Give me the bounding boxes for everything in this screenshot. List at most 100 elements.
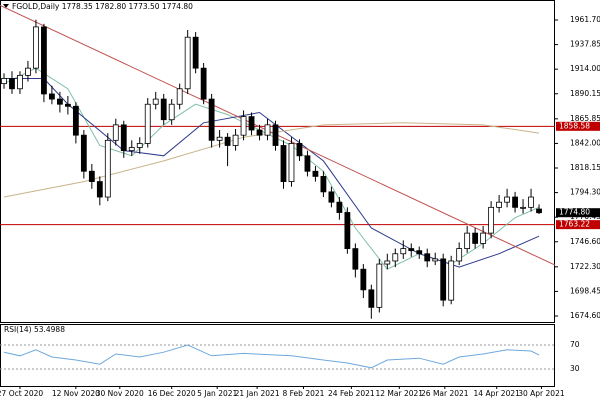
level-tag (556, 220, 600, 230)
candle-body (104, 139, 111, 198)
candle-body (56, 98, 63, 105)
candle-body (160, 98, 167, 121)
candle-body (1, 78, 7, 85)
x-tick-label: 12 Mar 2021 (375, 389, 423, 398)
level-label: 1858.58 (559, 121, 590, 130)
rsi-label: RSI(14) 53.4988 (4, 325, 65, 334)
candle-body (456, 248, 463, 262)
x-tick-label: 21 Jan 2021 (235, 389, 280, 398)
candle-body (376, 263, 383, 308)
candle-body (280, 145, 287, 182)
x-tick-label: 12 Nov 2020 (52, 389, 100, 398)
candle-body (25, 67, 31, 76)
candle-body (72, 105, 79, 136)
y-tick-label: 1818.15 (570, 163, 600, 172)
y-tick-label: 1674.60 (570, 311, 600, 320)
y-tick-label: 1865.85 (570, 114, 600, 123)
candle-body (240, 116, 247, 136)
rsi-panel (0, 324, 555, 387)
x-tick-label: 14 Apr 2021 (474, 389, 521, 398)
y-tick-label: 1722.30 (570, 262, 600, 271)
rsi-tick-label: 70 (570, 340, 580, 349)
candle-body (472, 232, 479, 244)
candle-body (488, 206, 495, 234)
candle-body (384, 260, 391, 265)
x-tick-label: 24 Feb 2021 (328, 389, 375, 398)
x-tick-label: 30 Nov 2020 (96, 389, 144, 398)
candle-body (232, 134, 239, 146)
x-tick-label: 16 Dec 2020 (148, 389, 196, 398)
rsi-line (3, 344, 540, 369)
candle-body (49, 93, 55, 100)
y-tick-label: 1914.00 (570, 64, 600, 73)
candle-body (336, 201, 343, 213)
candle-body (88, 170, 95, 182)
candle-body (152, 98, 159, 105)
candle-body (64, 103, 71, 107)
candle-body (224, 136, 231, 146)
candle-body (344, 212, 351, 249)
candle-body (192, 36, 199, 69)
candle-body (264, 124, 271, 136)
y-tick-label: 1698.45 (570, 286, 600, 295)
candle-body (512, 196, 518, 208)
candle-body (168, 103, 175, 121)
candle-body (256, 129, 263, 136)
candle-body (128, 147, 135, 152)
candle-body (144, 103, 151, 144)
candle-body (296, 143, 303, 157)
price-panel (0, 0, 555, 323)
candle-body (9, 78, 15, 90)
candle-body (416, 250, 423, 255)
candle-body (304, 155, 311, 172)
x-tick-label: 5 Jan 2021 (197, 389, 237, 398)
candle-body (80, 134, 87, 172)
candle-body (200, 67, 207, 100)
candle-body (432, 258, 439, 262)
candle-body (440, 258, 447, 301)
candle-body (33, 26, 39, 69)
candle-body (248, 116, 255, 131)
candle-body (176, 88, 183, 105)
candle-body (448, 260, 455, 301)
candle-body (41, 26, 47, 95)
candle-body (400, 248, 407, 255)
candle-body (184, 36, 191, 90)
candle-body (424, 253, 431, 262)
candle-body (120, 124, 127, 152)
candle-body (328, 191, 335, 203)
x-tick-label: 8 Feb 2021 (283, 389, 325, 398)
indicator-line (3, 122, 540, 198)
x-tick-label: 26 Mar 2021 (421, 389, 469, 398)
candle-body (17, 74, 23, 90)
title-marker (3, 4, 9, 8)
level-tag (556, 121, 600, 131)
candle-body (312, 170, 319, 177)
y-tick-label: 1890.15 (570, 89, 600, 98)
x-tick-label: 30 Apr 2021 (518, 389, 565, 398)
candle-body (408, 248, 415, 252)
candle-body (136, 143, 143, 148)
candle-body (536, 208, 542, 214)
candle-body (528, 196, 534, 208)
y-tick-label: 1937.85 (570, 40, 600, 49)
candle-body (360, 268, 367, 291)
y-tick-label: 1794.30 (570, 188, 600, 197)
rsi-tick-label: 30 (570, 364, 580, 373)
candle-body (352, 248, 359, 270)
candle-body (496, 201, 503, 208)
candle-body (272, 124, 279, 146)
candle-body (464, 232, 471, 249)
candle-body (216, 136, 223, 141)
candle-body (520, 206, 526, 209)
candle-body (368, 289, 375, 308)
candle-body (112, 124, 119, 141)
price-tag-label: 1774.80 (559, 208, 590, 217)
candle-body (320, 176, 327, 193)
candle-body (480, 232, 487, 244)
y-tick-label: 1961.70 (570, 15, 600, 24)
level-label: 1763.22 (559, 220, 590, 229)
candle-body (504, 196, 510, 203)
